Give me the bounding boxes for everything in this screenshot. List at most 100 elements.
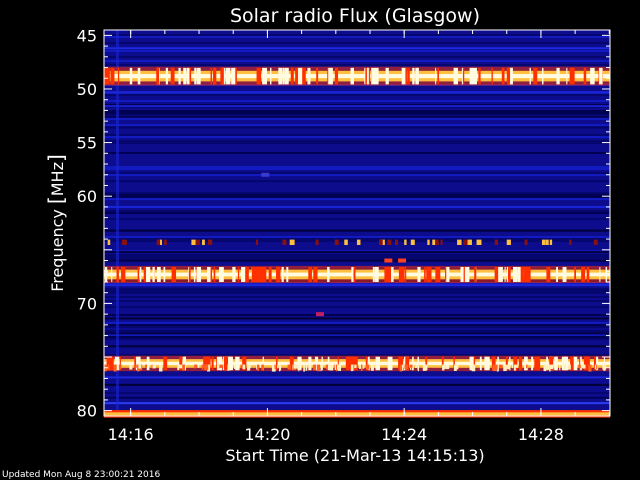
emission-speckle xyxy=(195,364,198,368)
texture-row xyxy=(104,254,610,256)
emission-speckle xyxy=(223,356,229,371)
emission-speckle xyxy=(472,67,478,85)
emission-speckle xyxy=(432,239,436,245)
emission-speckle xyxy=(426,266,432,282)
emission-speckle xyxy=(207,239,213,245)
emission-speckle xyxy=(549,364,551,372)
emission-speckle xyxy=(554,356,558,371)
emission-speckle xyxy=(505,356,508,371)
emission-speckle xyxy=(417,364,419,372)
texture-row xyxy=(104,124,610,126)
texture-row xyxy=(104,292,610,294)
emission-speckle xyxy=(385,67,389,85)
emission-speckle xyxy=(542,67,544,85)
emission-speckle xyxy=(151,364,153,368)
texture-row xyxy=(104,314,610,316)
emission-speckle xyxy=(261,266,267,282)
emission-speckle xyxy=(469,356,475,371)
emission-speckle xyxy=(117,67,120,85)
texture-row xyxy=(104,194,610,196)
emission-speckle xyxy=(474,266,477,282)
emission-speckle xyxy=(351,266,354,282)
emission-speckle xyxy=(262,67,267,85)
emission-speckle xyxy=(179,356,183,371)
emission-speckle xyxy=(549,356,554,371)
emission-speckle xyxy=(201,364,203,370)
emission-speckle xyxy=(473,356,476,371)
emission-speckle xyxy=(417,356,420,371)
emission-speckle xyxy=(354,364,357,369)
emission-speckle xyxy=(313,364,317,371)
emission-speckle xyxy=(599,67,603,85)
emission-speckle xyxy=(417,67,419,85)
emission-speckle xyxy=(509,356,511,371)
emission-speckle xyxy=(139,266,142,282)
emission-speckle xyxy=(364,67,366,85)
emission-spot xyxy=(315,312,324,317)
texture-bright-line xyxy=(104,402,610,405)
emission-speckle xyxy=(321,356,323,371)
emission-speckle xyxy=(217,356,222,371)
emission-band-core xyxy=(104,412,610,416)
emission-speckle xyxy=(514,364,516,371)
updated-timestamp: Updated Mon Aug 8 23:00:21 2016 xyxy=(2,470,160,480)
emission-spot xyxy=(384,258,393,263)
emission-speckle xyxy=(136,356,141,371)
emission-speckle xyxy=(207,266,211,282)
emission-speckle xyxy=(580,356,582,371)
emission-speckle xyxy=(445,266,448,282)
plot-frame xyxy=(103,29,611,417)
emission-speckle xyxy=(137,266,140,282)
emission-speckle xyxy=(261,266,264,282)
emission-speckle xyxy=(583,356,587,371)
emission-speckle xyxy=(549,239,553,245)
texture-dark-line xyxy=(104,396,610,399)
texture-row xyxy=(104,34,610,36)
emission-speckle xyxy=(579,356,581,371)
emission-speckle xyxy=(204,364,209,371)
emission-speckle xyxy=(188,266,191,282)
emission-speckle xyxy=(274,364,276,369)
texture-row xyxy=(104,94,610,96)
emission-speckle xyxy=(330,67,333,85)
texture-row xyxy=(104,104,610,106)
emission-speckle xyxy=(233,364,236,369)
emission-speckle xyxy=(495,364,498,370)
emission-speckle xyxy=(197,67,201,85)
emission-speckle xyxy=(289,356,294,371)
texture-row xyxy=(104,152,610,154)
emission-speckle xyxy=(286,266,289,282)
emission-speckle xyxy=(111,266,113,282)
emission-speckle xyxy=(271,364,276,372)
chart-title: Solar radio Flux (Glasgow) xyxy=(230,5,480,27)
texture-row xyxy=(104,42,610,44)
texture-row xyxy=(104,258,610,260)
emission-speckle xyxy=(297,356,302,371)
emission-speckle xyxy=(156,239,161,245)
emission-speckle xyxy=(243,266,247,282)
emission-speckle xyxy=(178,67,181,85)
texture-row xyxy=(104,238,610,240)
emission-speckle xyxy=(262,356,264,371)
y-axis-label-unit: MHz xyxy=(48,162,67,196)
emission-speckle xyxy=(445,364,450,370)
texture-row xyxy=(104,300,610,302)
emission-speckle xyxy=(116,266,119,282)
emission-speckle xyxy=(550,364,554,370)
emission-speckle xyxy=(456,364,459,370)
emission-speckle xyxy=(183,67,187,85)
emission-speckle xyxy=(370,364,374,371)
x-axis: 14:16 14:20 14:24 14:28 xyxy=(108,30,610,444)
emission-speckle xyxy=(501,67,505,85)
emission-speckle xyxy=(464,266,470,282)
emission-speckle xyxy=(337,356,339,371)
emission-speckle xyxy=(202,239,205,245)
emission-speckle xyxy=(454,364,457,371)
emission-speckle xyxy=(308,364,311,369)
emission-speckle xyxy=(523,266,529,282)
texture-row xyxy=(104,50,610,52)
texture-row xyxy=(104,330,610,332)
emission-speckle xyxy=(573,356,578,371)
emission-speckle xyxy=(256,67,260,85)
emission-speckle xyxy=(375,266,379,282)
